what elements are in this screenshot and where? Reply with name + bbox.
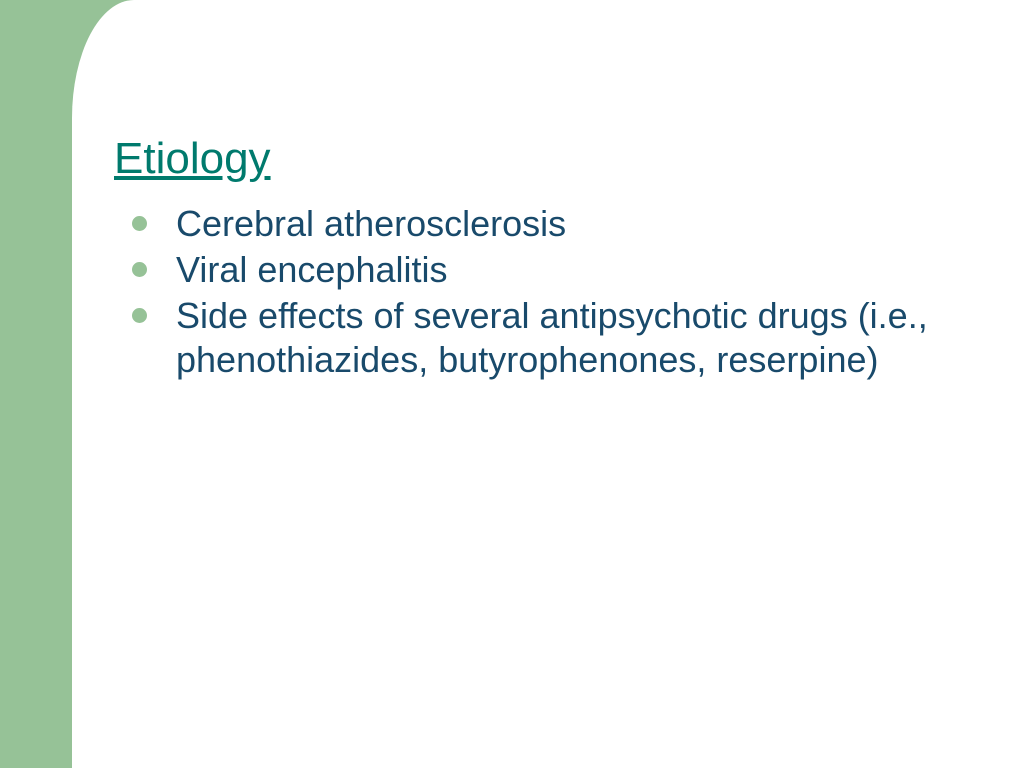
- corner-curve-accent: [72, 0, 134, 118]
- list-item: Side effects of several antipsychotic dr…: [176, 294, 984, 382]
- sidebar-accent: [0, 0, 72, 768]
- list-item: Cerebral atherosclerosis: [176, 202, 984, 246]
- bullet-list: Cerebral atherosclerosis Viral encephali…: [114, 202, 984, 382]
- slide-content: Etiology Cerebral atherosclerosis Viral …: [114, 134, 984, 384]
- list-item: Viral encephalitis: [176, 248, 984, 292]
- slide-title: Etiology: [114, 134, 984, 184]
